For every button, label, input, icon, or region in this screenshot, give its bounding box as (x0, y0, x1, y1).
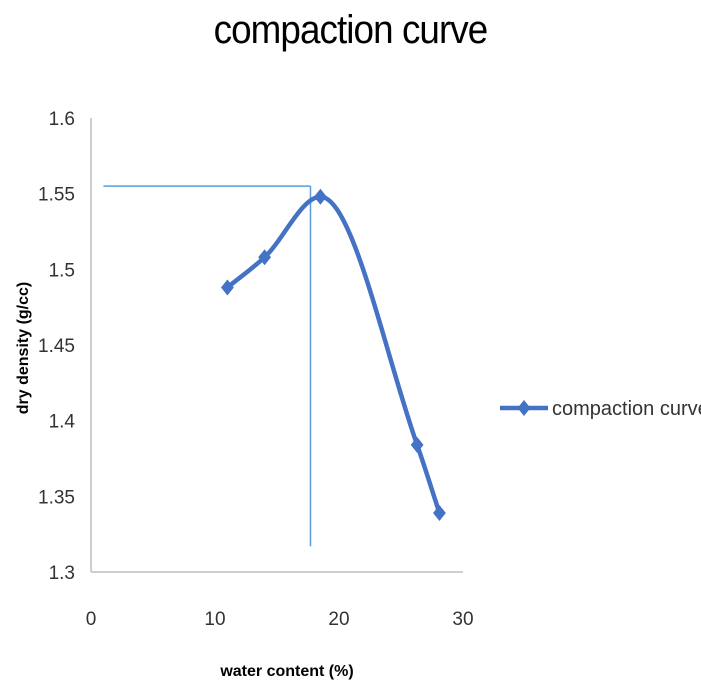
chart-title: compaction curve (213, 8, 489, 52)
y-tick-label: 1.55 (38, 185, 75, 206)
x-tick-label: 30 (452, 609, 473, 630)
y-tick-label: 1.6 (49, 109, 75, 130)
y-tick-label: 1.3 (49, 563, 75, 584)
x-tick-label: 10 (204, 609, 225, 630)
y-tick-label: 1.35 (38, 487, 75, 508)
legend-label: compaction curve (552, 398, 701, 420)
x-tick-label: 0 (86, 609, 97, 630)
y-axis-title: dry density (g/cc) (15, 282, 32, 414)
series-line (225, 194, 442, 516)
tick-labels: 1.3 1.35 1.4 1.45 1.5 1.55 1.6 0 10 20 30 (38, 109, 474, 630)
series-layer (221, 188, 446, 521)
data-point (314, 188, 327, 205)
y-tick-label: 1.4 (49, 412, 76, 433)
y-tick-label: 1.5 (49, 260, 75, 281)
data-point (258, 249, 271, 266)
y-tick-label: 1.45 (38, 336, 75, 357)
data-point (221, 279, 234, 296)
legend: compaction curve (500, 398, 701, 420)
data-point (410, 436, 424, 453)
axes (90, 118, 463, 573)
x-axis-title: water content (%) (219, 663, 353, 680)
legend-marker (517, 400, 531, 416)
reference-lines (103, 185, 312, 547)
data-point (433, 504, 446, 521)
x-tick-label: 20 (328, 609, 349, 630)
